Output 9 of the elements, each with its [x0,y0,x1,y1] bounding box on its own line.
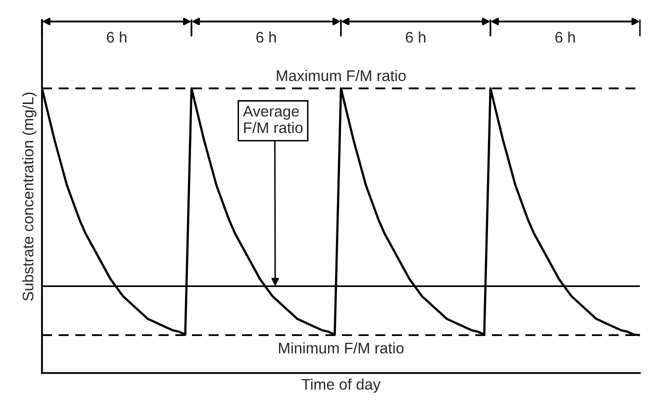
ref-line-label: Maximum F/M ratio [276,70,406,82]
text: 6 h [256,31,276,43]
ref-line-label: Minimum F/M ratio [278,342,404,354]
y-axis-title: Substrate concentration (mg/L) [22,92,36,301]
x-axis-title: Time of day [302,378,381,393]
text: 6 h [106,31,126,43]
text: 6 h [555,31,575,43]
annotation: Average F/M ratio [242,106,303,134]
text: 6 h [406,31,426,43]
